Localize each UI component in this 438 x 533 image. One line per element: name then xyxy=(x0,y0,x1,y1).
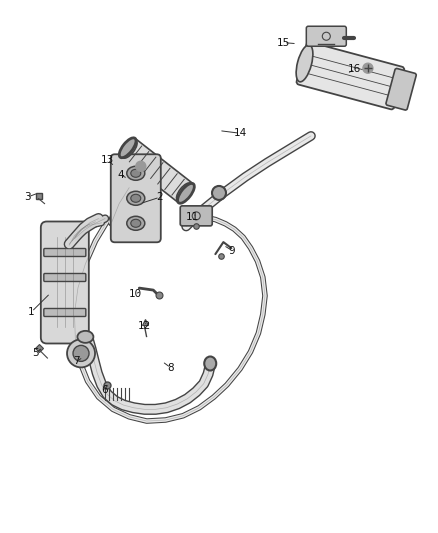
FancyBboxPatch shape xyxy=(297,42,404,109)
Circle shape xyxy=(136,161,146,171)
Text: 3: 3 xyxy=(24,192,31,202)
Ellipse shape xyxy=(204,357,216,370)
Ellipse shape xyxy=(127,166,145,180)
Ellipse shape xyxy=(127,191,145,205)
Ellipse shape xyxy=(119,138,136,158)
Text: 1: 1 xyxy=(28,307,35,317)
Text: 9: 9 xyxy=(229,246,236,255)
Ellipse shape xyxy=(131,194,141,203)
FancyBboxPatch shape xyxy=(44,248,86,256)
Ellipse shape xyxy=(121,140,137,158)
Text: 2: 2 xyxy=(156,192,163,202)
FancyBboxPatch shape xyxy=(121,139,193,202)
Ellipse shape xyxy=(78,331,93,343)
FancyBboxPatch shape xyxy=(306,26,346,46)
Circle shape xyxy=(67,340,95,367)
Ellipse shape xyxy=(131,169,141,177)
Text: 14: 14 xyxy=(233,128,247,138)
Text: 15: 15 xyxy=(277,38,290,47)
Text: 12: 12 xyxy=(138,321,151,331)
Ellipse shape xyxy=(212,186,226,200)
FancyBboxPatch shape xyxy=(111,154,161,243)
Circle shape xyxy=(363,63,373,73)
Text: 11: 11 xyxy=(186,212,199,222)
Text: 10: 10 xyxy=(128,289,141,299)
Ellipse shape xyxy=(131,219,141,227)
FancyBboxPatch shape xyxy=(180,206,212,226)
Text: 5: 5 xyxy=(32,348,39,358)
FancyBboxPatch shape xyxy=(44,273,86,281)
Ellipse shape xyxy=(177,183,192,201)
Circle shape xyxy=(73,345,89,361)
Text: 7: 7 xyxy=(73,357,80,366)
Ellipse shape xyxy=(296,45,313,82)
FancyBboxPatch shape xyxy=(44,309,86,317)
FancyBboxPatch shape xyxy=(41,222,89,343)
Text: 13: 13 xyxy=(101,155,114,165)
Ellipse shape xyxy=(177,183,194,203)
Ellipse shape xyxy=(127,216,145,230)
Text: 8: 8 xyxy=(167,363,174,373)
Text: 6: 6 xyxy=(101,385,108,395)
Text: 4: 4 xyxy=(117,170,124,180)
Text: 16: 16 xyxy=(348,64,361,74)
FancyBboxPatch shape xyxy=(386,68,416,110)
